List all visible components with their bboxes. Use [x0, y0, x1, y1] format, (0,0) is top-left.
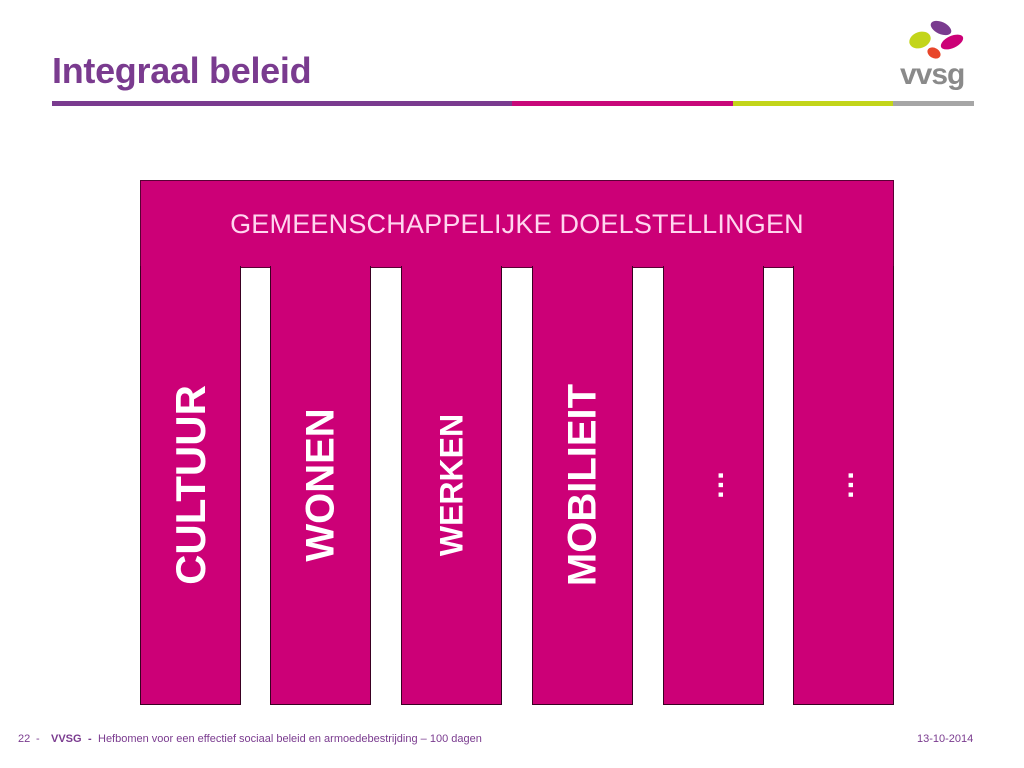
- pillar-wonen: WONEN: [270, 266, 371, 705]
- vvsg-logo-text: vvsg: [900, 58, 965, 91]
- title-underline-lime: [733, 101, 893, 106]
- footer-date: 13-10-2014: [917, 733, 974, 745]
- slide-title: Integraal beleid: [52, 50, 312, 91]
- footer-organization: VVSG: [51, 733, 82, 745]
- pillar-cultuur: CULTUUR: [140, 266, 241, 705]
- footer-page-number: 22: [18, 733, 31, 745]
- title-underline-grey: [893, 101, 974, 106]
- common-goals-banner: GEMEENSCHAPPELIJKE DOELSTELLINGEN: [140, 180, 894, 268]
- pillar-label: …: [826, 470, 860, 500]
- pillar-werken: WERKEN: [401, 266, 502, 705]
- pillar-label: CULTUUR: [166, 385, 214, 585]
- pillar-label: MOBILIEIT: [560, 383, 604, 587]
- pillar-other-1: …: [663, 266, 764, 705]
- title-underline-purple: [52, 101, 512, 106]
- common-goals-label: GEMEENSCHAPPELIJKE DOELSTELLINGEN: [230, 208, 804, 239]
- pillar-mobiliteit: MOBILIEIT: [532, 266, 633, 705]
- pillar-label: …: [696, 470, 730, 500]
- title-underline-magenta: [512, 101, 733, 106]
- footer-separator: -: [36, 733, 40, 745]
- footer-separator: -: [88, 733, 92, 745]
- integral-policy-diagram: GEMEENSCHAPPELIJKE DOELSTELLINGEN CULTUU…: [140, 180, 894, 706]
- pillar-other-2: …: [793, 266, 894, 705]
- pillar-label: WONEN: [298, 408, 342, 562]
- pillar-label: WERKEN: [433, 413, 469, 557]
- vvsg-logo-icon: [909, 20, 964, 59]
- footer-subtitle: Hefbomen voor een effectief sociaal bele…: [98, 733, 482, 745]
